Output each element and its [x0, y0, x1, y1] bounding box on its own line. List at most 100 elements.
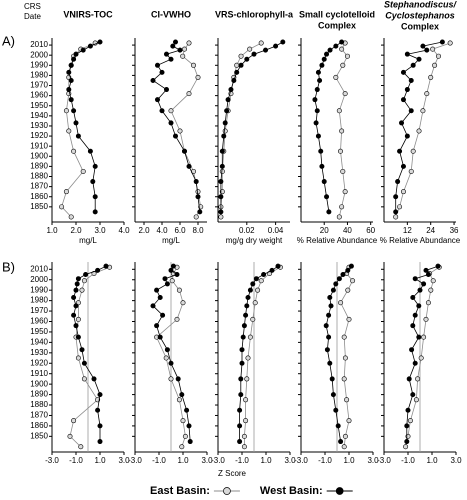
data-point	[103, 263, 109, 269]
data-point	[241, 444, 247, 450]
data-point	[339, 46, 345, 52]
data-point	[66, 128, 72, 134]
panel-title: VRS-chlorophyll-a	[215, 9, 294, 19]
y-tick-label: 1860	[30, 192, 48, 201]
data-point	[168, 267, 174, 273]
data-point	[275, 263, 281, 269]
data-point	[430, 278, 436, 284]
y-tick-label: 1910	[30, 369, 48, 378]
data-point	[333, 407, 339, 413]
data-point	[327, 360, 333, 366]
data-point	[157, 334, 163, 340]
legend-label: West Basin:	[260, 485, 323, 497]
x-tick-label: 4.0	[118, 226, 130, 235]
data-point	[231, 77, 237, 83]
data-point	[176, 287, 182, 293]
data-point	[90, 179, 96, 185]
data-point	[413, 397, 419, 403]
y-tick-label: 1990	[30, 285, 48, 294]
data-point	[243, 397, 249, 403]
data-point	[80, 47, 86, 53]
data-point	[409, 347, 415, 353]
data-point	[407, 418, 413, 424]
data-point	[164, 347, 170, 353]
data-point	[193, 214, 199, 220]
y-tick-label: 1920	[30, 358, 48, 367]
data-point	[397, 204, 403, 210]
data-point	[75, 334, 81, 340]
x-axis-label: % Relative Abundance	[380, 236, 461, 245]
y-tick-label: 2000	[30, 275, 48, 284]
data-point	[73, 287, 79, 293]
data-point	[175, 376, 181, 382]
data-point	[324, 194, 330, 200]
data-point	[182, 46, 188, 52]
x-tick-label: 3.0	[118, 456, 130, 465]
data-point	[404, 133, 410, 139]
data-point	[415, 376, 421, 382]
x-tick-label: -1.0	[152, 456, 166, 465]
data-point	[333, 281, 339, 287]
x-tick-label: 12	[403, 226, 412, 235]
data-point	[95, 407, 101, 413]
y-tick-label: 2010	[30, 40, 48, 49]
data-point	[340, 62, 346, 68]
x-axis-label: mg/g dry weight	[226, 236, 283, 245]
data-point	[73, 303, 79, 309]
data-point	[400, 97, 406, 103]
data-point	[324, 347, 330, 353]
data-point	[75, 355, 81, 361]
data-point	[170, 263, 176, 269]
data-point	[218, 179, 224, 185]
data-point	[329, 376, 335, 382]
data-point	[420, 43, 426, 49]
data-point	[68, 62, 74, 68]
series-line	[395, 41, 443, 212]
data-point	[404, 423, 410, 429]
series-line	[73, 265, 107, 442]
data-point	[238, 62, 244, 68]
data-point	[428, 287, 434, 293]
data-point	[180, 53, 186, 59]
data-point	[59, 204, 65, 210]
data-point	[318, 148, 324, 154]
data-point	[423, 316, 429, 322]
x-tick-label: 1.0	[46, 226, 58, 235]
data-point	[327, 47, 333, 53]
data-point	[170, 43, 176, 49]
legend-marker	[335, 487, 344, 495]
legend-marker	[223, 487, 231, 495]
data-point	[348, 263, 354, 269]
data-point	[424, 91, 430, 97]
data-point	[150, 303, 156, 309]
data-point	[247, 46, 253, 52]
x-tick-label: 8.0	[192, 226, 204, 235]
data-point	[243, 312, 249, 318]
data-point	[428, 74, 434, 80]
data-point	[179, 444, 185, 450]
data-point	[326, 312, 332, 318]
data-point	[180, 418, 186, 424]
data-point	[195, 189, 201, 195]
data-point	[97, 392, 103, 398]
data-point	[261, 272, 267, 278]
data-point	[340, 272, 346, 278]
data-point	[313, 120, 319, 126]
data-point	[244, 376, 250, 382]
data-point	[168, 108, 174, 114]
x-tick-label: 3.0	[284, 456, 296, 465]
x-tick-label: -1.0	[235, 456, 249, 465]
data-point	[323, 323, 329, 329]
data-point	[79, 347, 85, 353]
data-point	[154, 287, 160, 293]
data-point	[68, 97, 74, 103]
data-point	[91, 376, 97, 382]
data-point	[403, 444, 409, 450]
y-axis-title: Date	[24, 12, 41, 21]
data-point	[155, 62, 161, 68]
x-tick-label: 4.0	[156, 226, 168, 235]
y-tick-label: 1860	[30, 421, 48, 430]
data-point	[336, 276, 342, 282]
data-point	[81, 360, 87, 366]
data-point	[314, 108, 320, 114]
